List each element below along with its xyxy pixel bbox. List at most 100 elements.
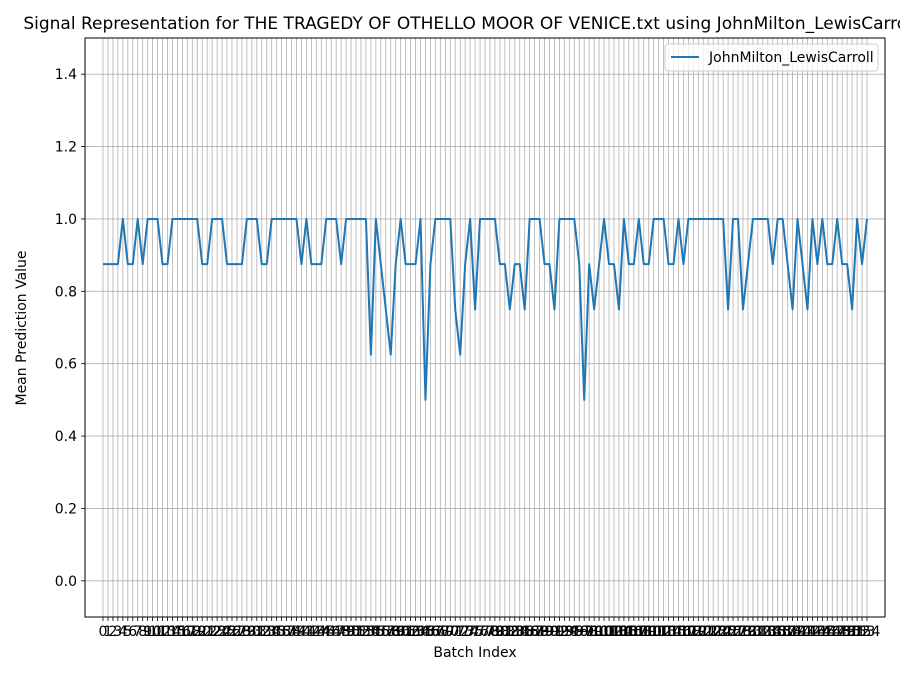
x-tick-label: 32 (253, 624, 271, 640)
y-tick-label: 1.4 (55, 67, 77, 83)
x-tick-label: 12 (154, 624, 172, 640)
x-tick-label: 31 (248, 624, 266, 640)
x-axis-ticks: 0123456789101112131415161718192021222324… (99, 617, 881, 640)
legend-box (664, 43, 879, 72)
x-tick-label: 65 (417, 624, 435, 640)
x-tick-label: 90 (541, 624, 559, 640)
x-tick-label: 2 (108, 624, 117, 640)
x-tick-label: 119 (680, 624, 707, 640)
x-tick-label: 80 (491, 624, 509, 640)
x-tick-label: 62 (402, 624, 420, 640)
y-tick-label: 0.0 (55, 574, 77, 590)
x-tick-label: 43 (307, 624, 325, 640)
x-tick-label: 26 (223, 624, 241, 640)
x-tick-label: 133 (749, 624, 776, 640)
x-tick-label: 76 (471, 624, 489, 640)
x-tick-label: 143 (799, 624, 826, 640)
x-tick-label: 103 (601, 624, 628, 640)
x-tick-label: 98 (580, 624, 598, 640)
x-tick-label: 8 (138, 624, 147, 640)
x-tick-label: 149 (829, 624, 856, 640)
x-tick-label: 151 (839, 624, 866, 640)
x-tick-label: 47 (327, 624, 345, 640)
x-tick-label: 95 (565, 624, 583, 640)
x-tick-label: 153 (849, 624, 876, 640)
y-axis-ticks: 0.0 0.2 0.4 0.6 0.8 1.0 1.2 1.4 (55, 67, 85, 590)
x-tick-label: 17 (178, 624, 196, 640)
x-tick-label: 96 (570, 624, 588, 640)
series-line-johnmilton-lewiscarroll (103, 217, 868, 401)
x-tick-label: 137 (769, 624, 796, 640)
x-tick-label: 38 (283, 624, 301, 640)
x-tick-label: 22 (203, 624, 221, 640)
x-tick-label: 100 (586, 624, 613, 640)
x-tick-label: 44 (312, 624, 330, 640)
x-tick-label: 58 (382, 624, 400, 640)
y-tick-label: 0.4 (55, 429, 77, 445)
y-tick-label: 1.2 (55, 140, 77, 156)
x-tick-label: 97 (575, 624, 593, 640)
x-tick-label: 114 (655, 624, 682, 640)
x-tick-label: 126 (715, 624, 742, 640)
x-tick-label: 82 (501, 624, 519, 640)
x-tick-label: 74 (461, 624, 479, 640)
x-tick-label: 72 (451, 624, 469, 640)
x-tick-label: 154 (854, 624, 881, 640)
x-tick-label: 53 (357, 624, 375, 640)
x-tick-label: 107 (620, 624, 647, 640)
x-tick-label: 11 (149, 624, 167, 640)
x-tick-label: 125 (710, 624, 737, 640)
x-tick-label: 101 (591, 624, 618, 640)
series-layer (103, 217, 868, 401)
x-tick-label: 81 (496, 624, 514, 640)
x-tick-label: 14 (164, 624, 182, 640)
x-tick-label: 99 (585, 624, 603, 640)
x-tick-label: 150 (834, 624, 861, 640)
x-tick-label: 130 (735, 624, 762, 640)
x-tick-label: 89 (536, 624, 554, 640)
x-tick-label: 104 (606, 624, 633, 640)
x-tick-label: 5 (123, 624, 132, 640)
x-tick-label: 37 (278, 624, 296, 640)
x-tick-label: 73 (456, 624, 474, 640)
x-tick-label: 59 (387, 624, 405, 640)
x-tick-label: 0 (99, 624, 108, 640)
x-tick-label: 124 (705, 624, 732, 640)
legend: JohnMilton_LewisCarroll (664, 43, 879, 72)
x-tick-label: 48 (332, 624, 350, 640)
x-tick-label: 56 (372, 624, 390, 640)
x-tick-label: 45 (317, 624, 335, 640)
x-tick-label: 27 (228, 624, 246, 640)
x-tick-label: 71 (446, 624, 464, 640)
x-tick-label: 128 (725, 624, 752, 640)
x-tick-label: 61 (397, 624, 415, 640)
x-tick-label: 105 (611, 624, 638, 640)
x-tick-label: 85 (516, 624, 534, 640)
x-tick-label: 10 (144, 624, 162, 640)
x-tick-label: 24 (213, 624, 231, 640)
x-tick-label: 111 (640, 624, 667, 640)
x-tick-label: 70 (441, 624, 459, 640)
x-tick-label: 60 (392, 624, 410, 640)
x-tick-label: 136 (764, 624, 791, 640)
x-tick-label: 134 (754, 624, 781, 640)
x-tick-label: 146 (814, 624, 841, 640)
x-tick-label: 25 (218, 624, 236, 640)
x-tick-label: 88 (531, 624, 549, 640)
y-tick-label: 0.8 (55, 284, 77, 300)
x-tick-label: 51 (347, 624, 365, 640)
x-tick-label: 41 (297, 624, 315, 640)
chart-title: Signal Representation for THE TRAGEDY OF… (23, 14, 900, 34)
x-tick-label: 86 (521, 624, 539, 640)
x-tick-label: 92 (551, 624, 569, 640)
x-tick-label: 63 (407, 624, 425, 640)
x-tick-label: 9 (143, 624, 152, 640)
x-tick-label: 140 (784, 624, 811, 640)
x-tick-label: 121 (690, 624, 717, 640)
x-tick-label: 144 (804, 624, 831, 640)
x-tick-label: 110 (635, 624, 662, 640)
x-tick-label: 152 (844, 624, 871, 640)
x-tick-label: 84 (511, 624, 529, 640)
x-axis-label: Batch Index (433, 645, 516, 661)
